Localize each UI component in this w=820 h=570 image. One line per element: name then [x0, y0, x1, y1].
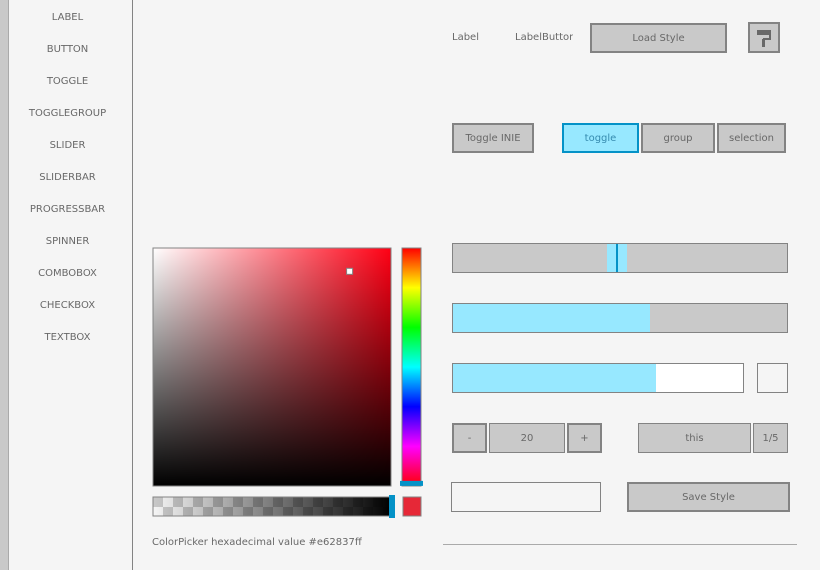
hue-selector	[400, 480, 423, 486]
spinner-plus[interactable]: +	[567, 423, 602, 453]
sidebar-item[interactable]: TOGGLE	[46, 75, 89, 87]
sidebar-item[interactable]: SLIDERBAR	[39, 171, 96, 183]
label: Label	[452, 31, 479, 43]
combobox-counter[interactable]: 1/5	[753, 423, 788, 453]
slider-line	[615, 244, 618, 272]
slider[interactable]	[452, 243, 788, 273]
spinner-minus[interactable]: -	[452, 423, 487, 453]
sidebar-item[interactable]: TOGGLEGROUP	[28, 107, 107, 119]
sidebar-item[interactable]: SPINNER	[45, 235, 90, 247]
spinner-value[interactable]: 20	[489, 423, 565, 453]
textbox[interactable]	[451, 482, 601, 512]
progress-bar	[452, 363, 744, 393]
sidebar-item[interactable]: LABEL	[51, 11, 84, 23]
sidebar-item[interactable]: COMBOBOX	[38, 267, 97, 279]
toggle-group-item[interactable]: toggle	[562, 123, 639, 153]
slider-bar[interactable]	[452, 303, 788, 333]
sidebar-item[interactable]: TEXTBOX	[44, 331, 91, 343]
sv-cursor	[346, 267, 354, 275]
color-picker[interactable]	[140, 240, 440, 560]
toggle-group-item[interactable]: group	[641, 123, 715, 153]
color-preview	[402, 496, 422, 517]
alpha-selector	[389, 495, 395, 518]
scrollbar	[0, 0, 9, 570]
color-picker-caption: ColorPicker hexadecimal value #e62837ff	[152, 536, 362, 548]
sidebar-item[interactable]: SLIDER	[49, 139, 86, 151]
save-style-button[interactable]: Save Style	[627, 482, 790, 512]
icon-button[interactable]	[748, 22, 780, 53]
paint-roller-icon	[757, 29, 771, 47]
toggle-group-item[interactable]: selection	[717, 123, 786, 153]
load-style-button[interactable]: Load Style	[590, 23, 727, 53]
combobox[interactable]: this	[638, 423, 751, 453]
sidebar-item[interactable]: PROGRESSBAR	[29, 203, 106, 215]
checkbox[interactable]	[757, 363, 788, 393]
hue-bar	[401, 247, 422, 487]
label-button[interactable]: LabelButton	[515, 31, 573, 43]
separator	[443, 544, 797, 545]
sidebar	[0, 0, 133, 570]
toggle[interactable]: Toggle INIE	[452, 123, 534, 153]
sv-black	[152, 247, 392, 487]
sidebar-item[interactable]: BUTTON	[46, 43, 89, 55]
progress-fill	[453, 364, 656, 392]
sidebar-item[interactable]: CHECKBOX	[39, 299, 96, 311]
alpha-bar	[152, 496, 392, 517]
slider-bar-fill	[453, 304, 651, 332]
